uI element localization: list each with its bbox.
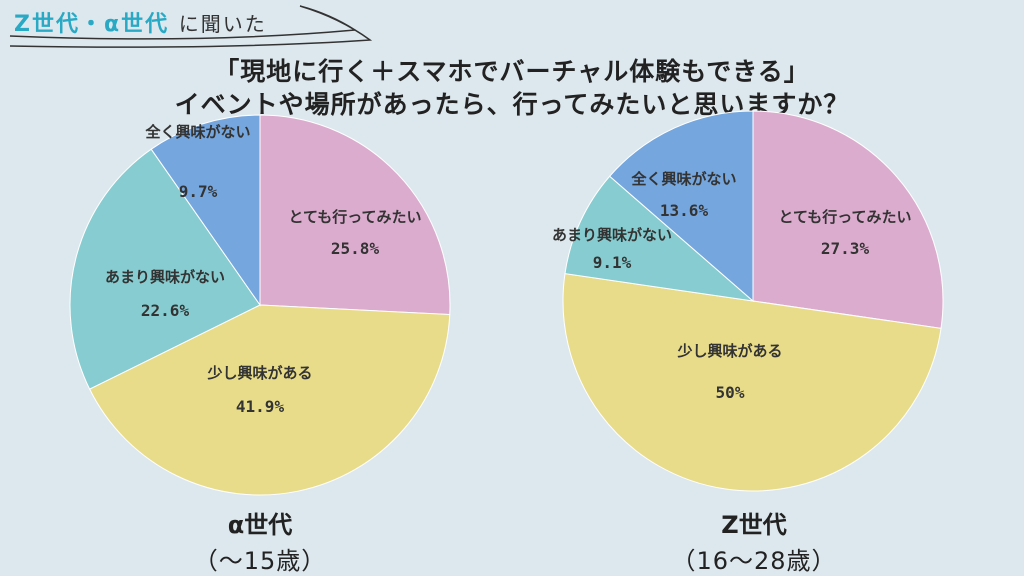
question-line-1: 「現地に行く＋スマホでバーチャル体験もできる」 <box>214 57 810 86</box>
pie-slice-not-much <box>564 175 755 302</box>
chart-subtitle-z: （16〜28歳） <box>671 547 837 575</box>
slice-label-somewhat: 少し興味がある <box>206 364 312 382</box>
slice-label-somewhat: 少し興味がある <box>676 342 782 360</box>
speech-bubble-outline <box>9 5 373 48</box>
header-tag: Z世代・α世代 に聞いた <box>14 6 267 38</box>
pie-slice-not-at-all <box>150 114 261 307</box>
header-tag-plain: に聞いた <box>178 12 267 36</box>
pie-chart-alpha: とても行ってみたい 25.8% 少し興味がある 41.9% あまり興味がない 22.6% 全… <box>69 114 451 496</box>
chart-title-z: Z世代 <box>721 511 787 539</box>
slice-label-not-at-all: 全く興味がない <box>144 123 250 141</box>
pie-slice-not-much <box>69 148 261 390</box>
slice-value-not-at-all: 13.6% <box>660 201 709 220</box>
chart-title-alpha: α世代 <box>227 511 293 539</box>
slice-value-not-much: 22.6% <box>141 301 190 320</box>
pie-slice-somewhat <box>562 273 942 492</box>
slice-label-not-much: あまり興味がない <box>105 268 225 286</box>
slice-label-very-want: とても行ってみたい <box>288 208 421 226</box>
pie-chart-z: とても行ってみたい 27.3% 少し興味がある 50% あまり興味がない 9.1% 全く興味… <box>552 110 944 492</box>
slice-value-very-want: 27.3% <box>821 239 870 258</box>
header-tag-accent: Z世代・α世代 <box>14 12 170 37</box>
slice-value-not-at-all: 9.7% <box>179 182 218 201</box>
slice-value-somewhat: 41.9% <box>236 397 285 416</box>
pie-slice-not-at-all <box>608 110 754 303</box>
chart-subtitle-alpha: （〜15歳） <box>193 547 327 575</box>
slice-value-not-much: 9.1% <box>593 253 632 272</box>
slice-label-not-at-all: 全く興味がない <box>630 170 736 188</box>
slice-label-very-want: とても行ってみたい <box>778 208 911 226</box>
speech-bubble <box>0 0 400 70</box>
slice-value-very-want: 25.8% <box>331 239 380 258</box>
pie-slice-very-want <box>259 114 451 316</box>
pie-slice-very-want <box>752 110 944 329</box>
pie-slice-somewhat <box>88 304 451 496</box>
slice-value-somewhat: 50% <box>716 383 745 402</box>
slice-label-not-much: あまり興味がない <box>552 226 672 244</box>
